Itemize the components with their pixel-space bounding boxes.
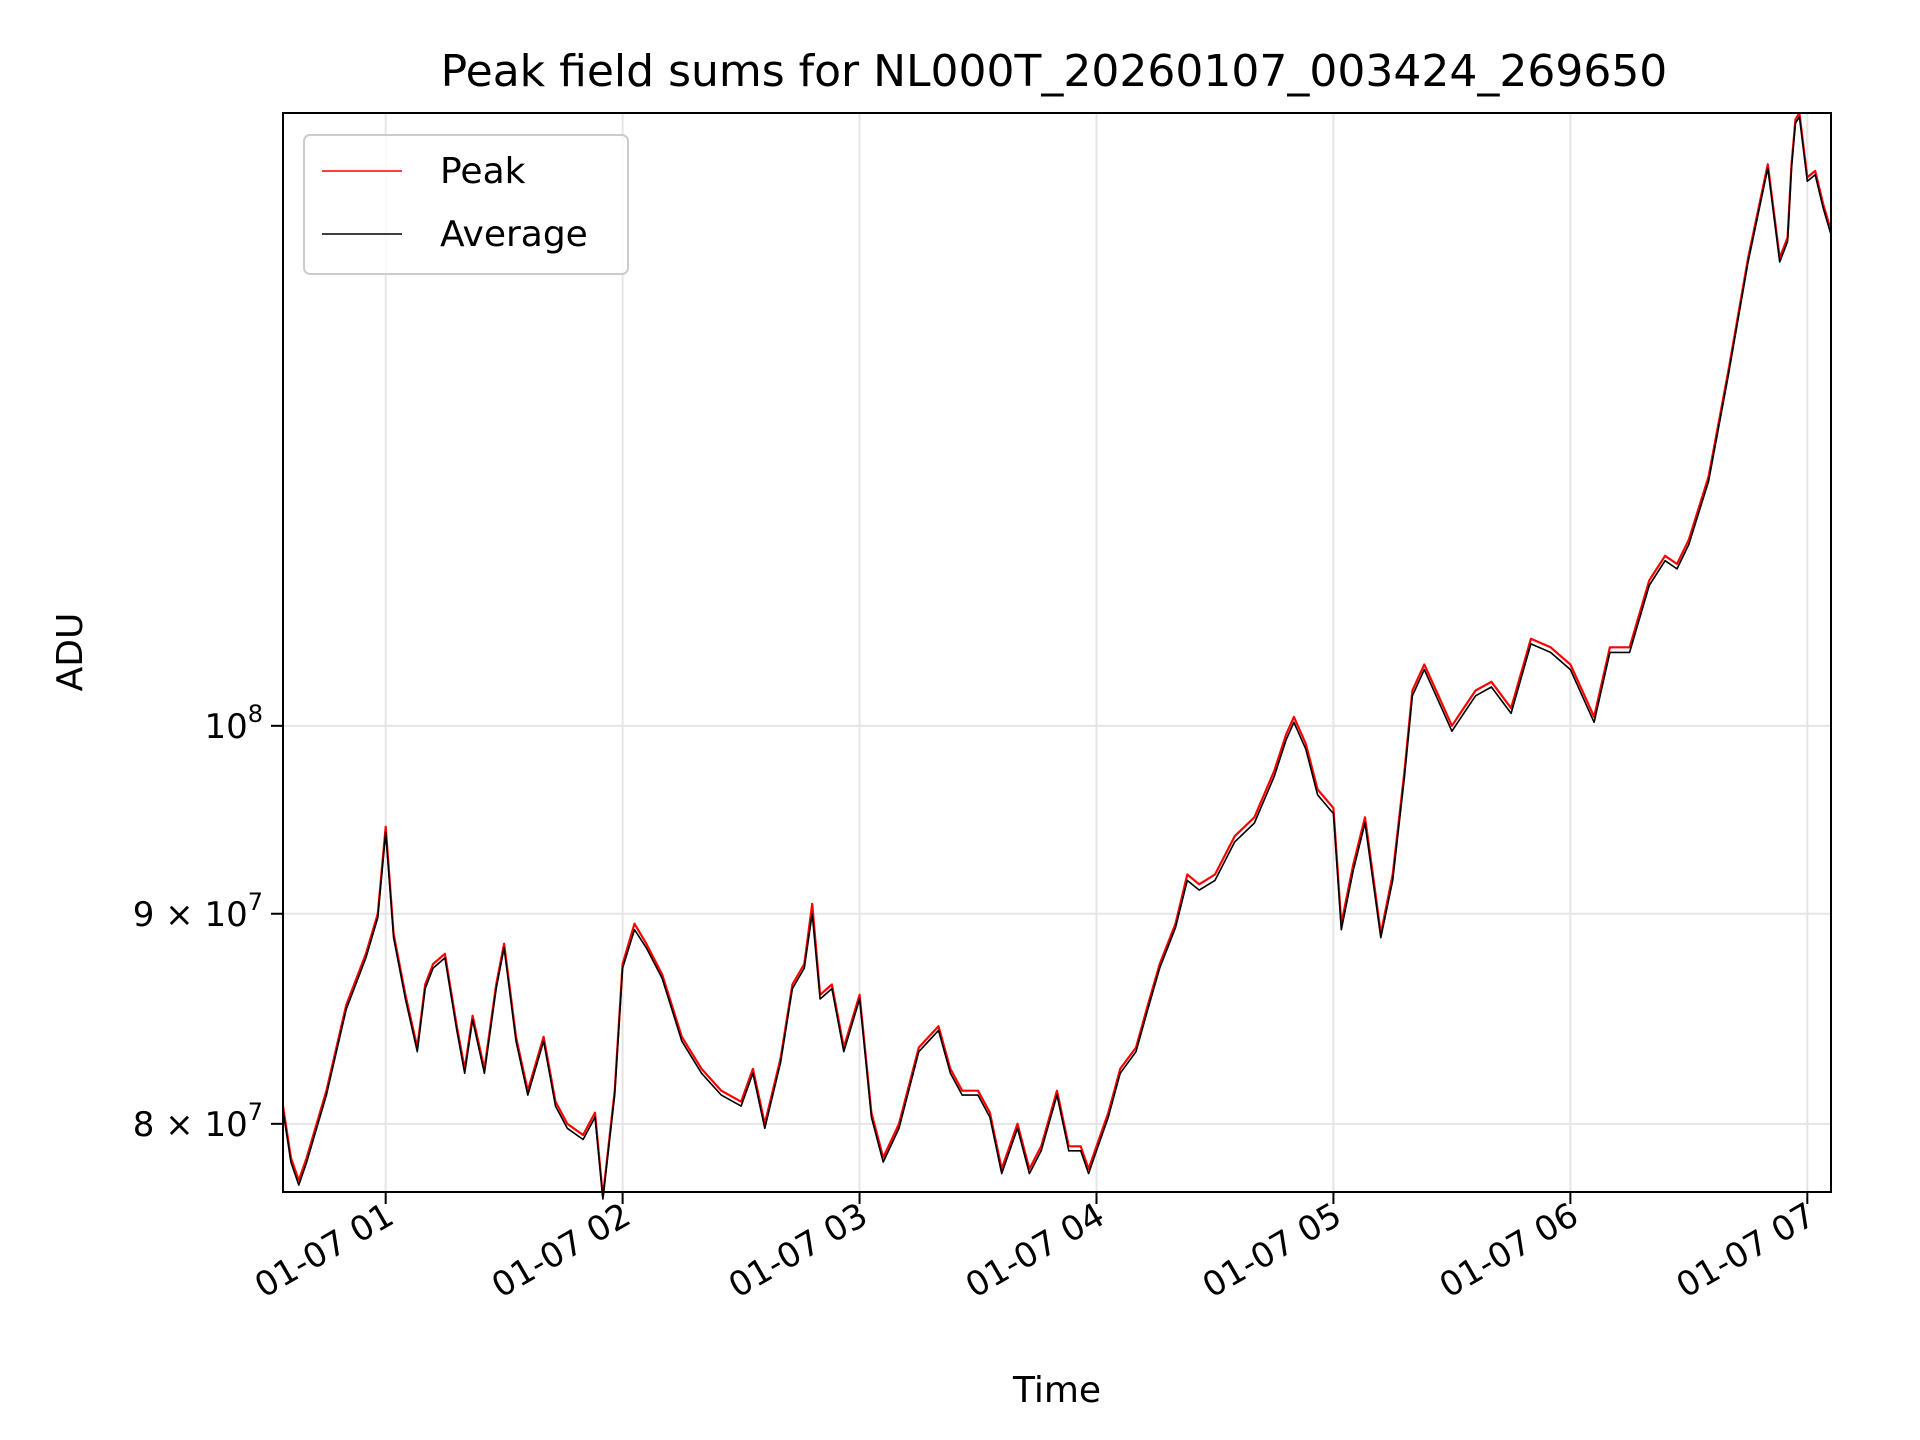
legend-label-peak: Peak — [440, 151, 526, 192]
y-axis: 8 × 107 9 × 107 108 — [133, 700, 283, 1145]
legend: Peak Average — [303, 134, 629, 275]
series-line-average — [282, 116, 1832, 1200]
legend-label-average: Average — [440, 214, 588, 255]
y-tick-label: 108 — [204, 700, 263, 747]
plot-frame — [282, 112, 1832, 1193]
grid — [283, 113, 1831, 1192]
y-tick-label: 9 × 107 — [133, 888, 263, 935]
legend-box — [303, 134, 629, 275]
y-axis-label: ADU — [50, 613, 91, 692]
chart-title: Peak field sums for NL000T_20260107_0034… — [441, 46, 1668, 97]
plot-lines — [281, 111, 1833, 1200]
x-axis-label: Time — [1012, 1370, 1101, 1411]
y-tick-label: 8 × 107 — [133, 1098, 263, 1145]
